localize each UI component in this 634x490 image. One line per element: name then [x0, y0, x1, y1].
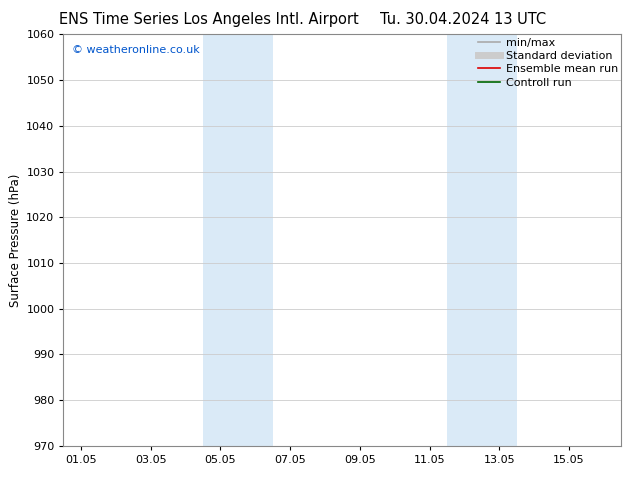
Y-axis label: Surface Pressure (hPa): Surface Pressure (hPa): [9, 173, 22, 307]
Text: Tu. 30.04.2024 13 UTC: Tu. 30.04.2024 13 UTC: [380, 12, 546, 27]
Text: © weatheronline.co.uk: © weatheronline.co.uk: [72, 45, 200, 54]
Bar: [203, 34, 273, 446]
Bar: [447, 34, 517, 446]
Legend: min/max, Standard deviation, Ensemble mean run, Controll run: min/max, Standard deviation, Ensemble me…: [478, 38, 618, 88]
Text: ENS Time Series Los Angeles Intl. Airport: ENS Time Series Los Angeles Intl. Airpor…: [60, 12, 359, 27]
